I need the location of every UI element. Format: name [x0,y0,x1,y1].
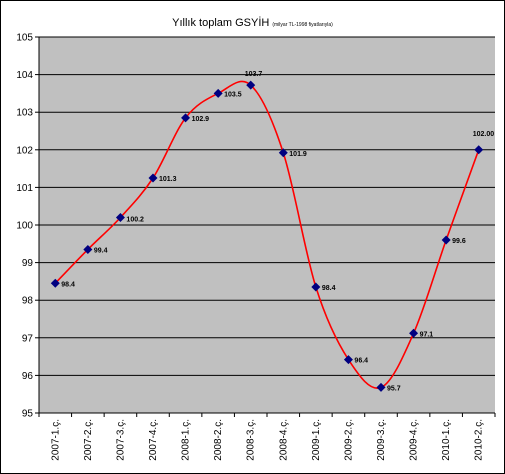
x-tick-label: 2010-1.ç. [441,419,452,461]
data-label: 97.1 [420,331,434,338]
data-label: 101.9 [289,151,307,158]
data-point-marker [278,148,288,158]
x-tick-label: 2007-4.ç. [148,419,159,461]
y-tick-label: 104 [16,70,33,81]
data-label: 103.5 [224,91,242,98]
data-point-marker [50,278,60,288]
data-point-marker [213,88,223,98]
data-label: 102.9 [192,116,210,123]
chart-title-text: Yıllık toplam GSYİH [172,17,270,29]
x-tick-label: 2008-2.ç. [213,419,224,461]
chart-subtitle: (milyar TL-1998 fiyatlarıyla) [272,22,333,28]
y-tick-label: 105 [16,33,33,44]
y-tick-label: 100 [16,221,33,232]
chart-title: Yıllık toplam GSYİH (milyar TL-1998 fiyat… [1,13,504,31]
y-tick-label: 101 [16,183,33,194]
x-tick-label: 2008-3.ç. [246,419,257,461]
data-point-marker [83,244,93,254]
data-label: 98.4 [61,281,75,288]
data-label: 103.7 [245,71,263,78]
y-tick-label: 99 [22,258,34,269]
y-tick-label: 102 [16,145,33,156]
x-tick-label: 2008-1.ç. [181,419,192,461]
y-tick-label: 98 [22,296,34,307]
data-label: 98.4 [322,285,336,292]
data-point-marker [115,212,125,222]
data-point-marker [343,355,353,365]
data-point-marker [148,173,158,183]
data-point-marker [181,113,191,123]
data-point-marker [441,235,451,245]
y-tick-label: 95 [22,409,34,420]
data-label: 99.4 [94,247,108,254]
data-point-marker [246,80,256,90]
x-tick-label: 2009-3.ç. [376,419,387,461]
x-tick-label: 2010-2.ç. [474,419,485,461]
data-label: 96.4 [354,358,368,365]
y-tick-label: 97 [22,333,34,344]
data-point-marker [311,282,321,292]
x-tick-label: 2009-4.ç. [409,419,420,461]
data-label: 100.2 [126,216,144,223]
data-point-marker [474,145,484,155]
data-label: 102.00 [473,131,495,138]
data-label: 95.7 [387,385,401,392]
x-tick-label: 2009-1.ç. [311,419,322,461]
data-point-marker [376,382,386,392]
x-tick-label: 2007-1.ç. [50,419,61,461]
x-tick-label: 2007-2.ç. [83,419,94,461]
y-tick-label: 103 [16,108,33,119]
y-tick-label: 96 [22,371,34,382]
data-point-marker [409,328,419,338]
data-label: 101.3 [159,176,177,183]
data-label: 99.6 [452,238,466,245]
x-tick-label: 2009-2.ç. [343,419,354,461]
x-tick-label: 2008-4.ç. [278,419,289,461]
x-tick-label: 2007-3.ç. [115,419,126,461]
